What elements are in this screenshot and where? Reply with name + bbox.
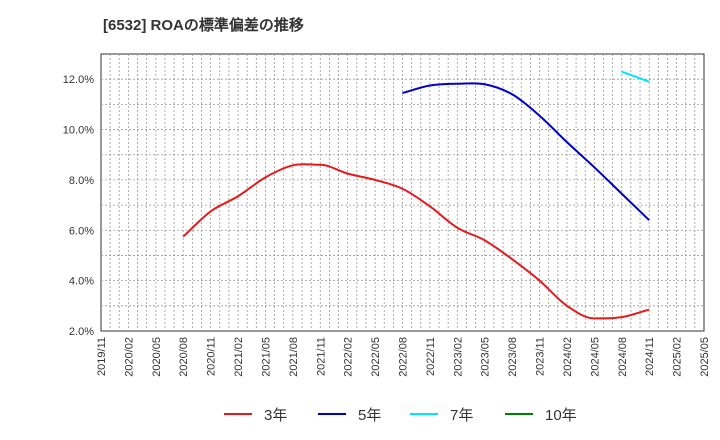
y-tick-label: 8.0% — [69, 175, 94, 187]
x-axis-ticks: 2019/11 2020/02 2020/05 2020/08 2020/11 2021/… — [96, 337, 711, 377]
x-tick-label: 2024/02 — [562, 337, 574, 377]
legend-label: 5年 — [358, 406, 382, 424]
x-tick-label: 2019/11 — [96, 337, 108, 376]
x-tick-label: 2021/08 — [288, 337, 300, 377]
x-tick-label: 2024/08 — [617, 337, 629, 377]
x-tick-label: 2023/08 — [507, 337, 519, 377]
x-tick-label: 2023/02 — [452, 337, 464, 377]
y-tick-label: 12.0% — [63, 74, 94, 86]
x-tick-label: 2022/05 — [370, 337, 382, 377]
plot-area — [100, 53, 705, 332]
legend-label: 10年 — [545, 406, 577, 424]
y-tick-label: 10.0% — [63, 125, 94, 137]
x-tick-label: 2025/02 — [672, 337, 684, 377]
x-tick-label: 2022/02 — [343, 337, 355, 377]
x-tick-label: 2020/05 — [151, 337, 163, 377]
y-tick-label: 6.0% — [69, 225, 94, 237]
legend-swatch — [318, 413, 346, 415]
series-line-5年 — [402, 82, 650, 221]
x-tick-label: 2023/05 — [480, 337, 492, 377]
legend-label: 7年 — [450, 406, 474, 424]
series-line-7年 — [621, 70, 650, 83]
x-tick-label: 2021/05 — [260, 337, 272, 377]
legend: 3年 5年 7年 10年 — [0, 402, 720, 426]
y-tick-label: 2.0% — [69, 326, 94, 338]
y-tick-label: 4.0% — [69, 276, 94, 288]
x-tick-label: 2024/05 — [589, 337, 601, 377]
x-tick-label: 2023/11 — [535, 337, 547, 376]
legend-swatch — [224, 413, 252, 415]
x-tick-label: 2020/11 — [206, 337, 218, 376]
legend-item: 3年 — [224, 402, 287, 426]
legend-swatch — [505, 413, 533, 415]
legend-item: 5年 — [318, 402, 381, 426]
series-lines — [182, 70, 650, 320]
legend-item: 10年 — [505, 402, 577, 426]
x-tick-label: 2025/05 — [699, 337, 711, 377]
series-line-3年 — [182, 163, 650, 320]
x-tick-label: 2020/08 — [178, 337, 190, 377]
x-tick-label: 2022/11 — [425, 337, 437, 376]
x-tick-label: 2021/11 — [315, 337, 327, 376]
x-tick-label: 2024/11 — [644, 337, 656, 376]
x-tick-label: 2020/02 — [123, 337, 135, 377]
y-axis-ticks: 2.0% 4.0% 6.0% 8.0% 10.0% 12.0% — [63, 74, 94, 338]
chart-title: [6532] ROAの標準偏差の推移 — [103, 17, 304, 34]
legend-item: 7年 — [410, 402, 473, 426]
legend-swatch — [410, 413, 438, 415]
horizontal-grid — [101, 78, 704, 307]
legend-label: 3年 — [264, 406, 288, 424]
x-tick-label: 2022/08 — [398, 337, 410, 377]
x-tick-label: 2021/02 — [233, 337, 245, 377]
